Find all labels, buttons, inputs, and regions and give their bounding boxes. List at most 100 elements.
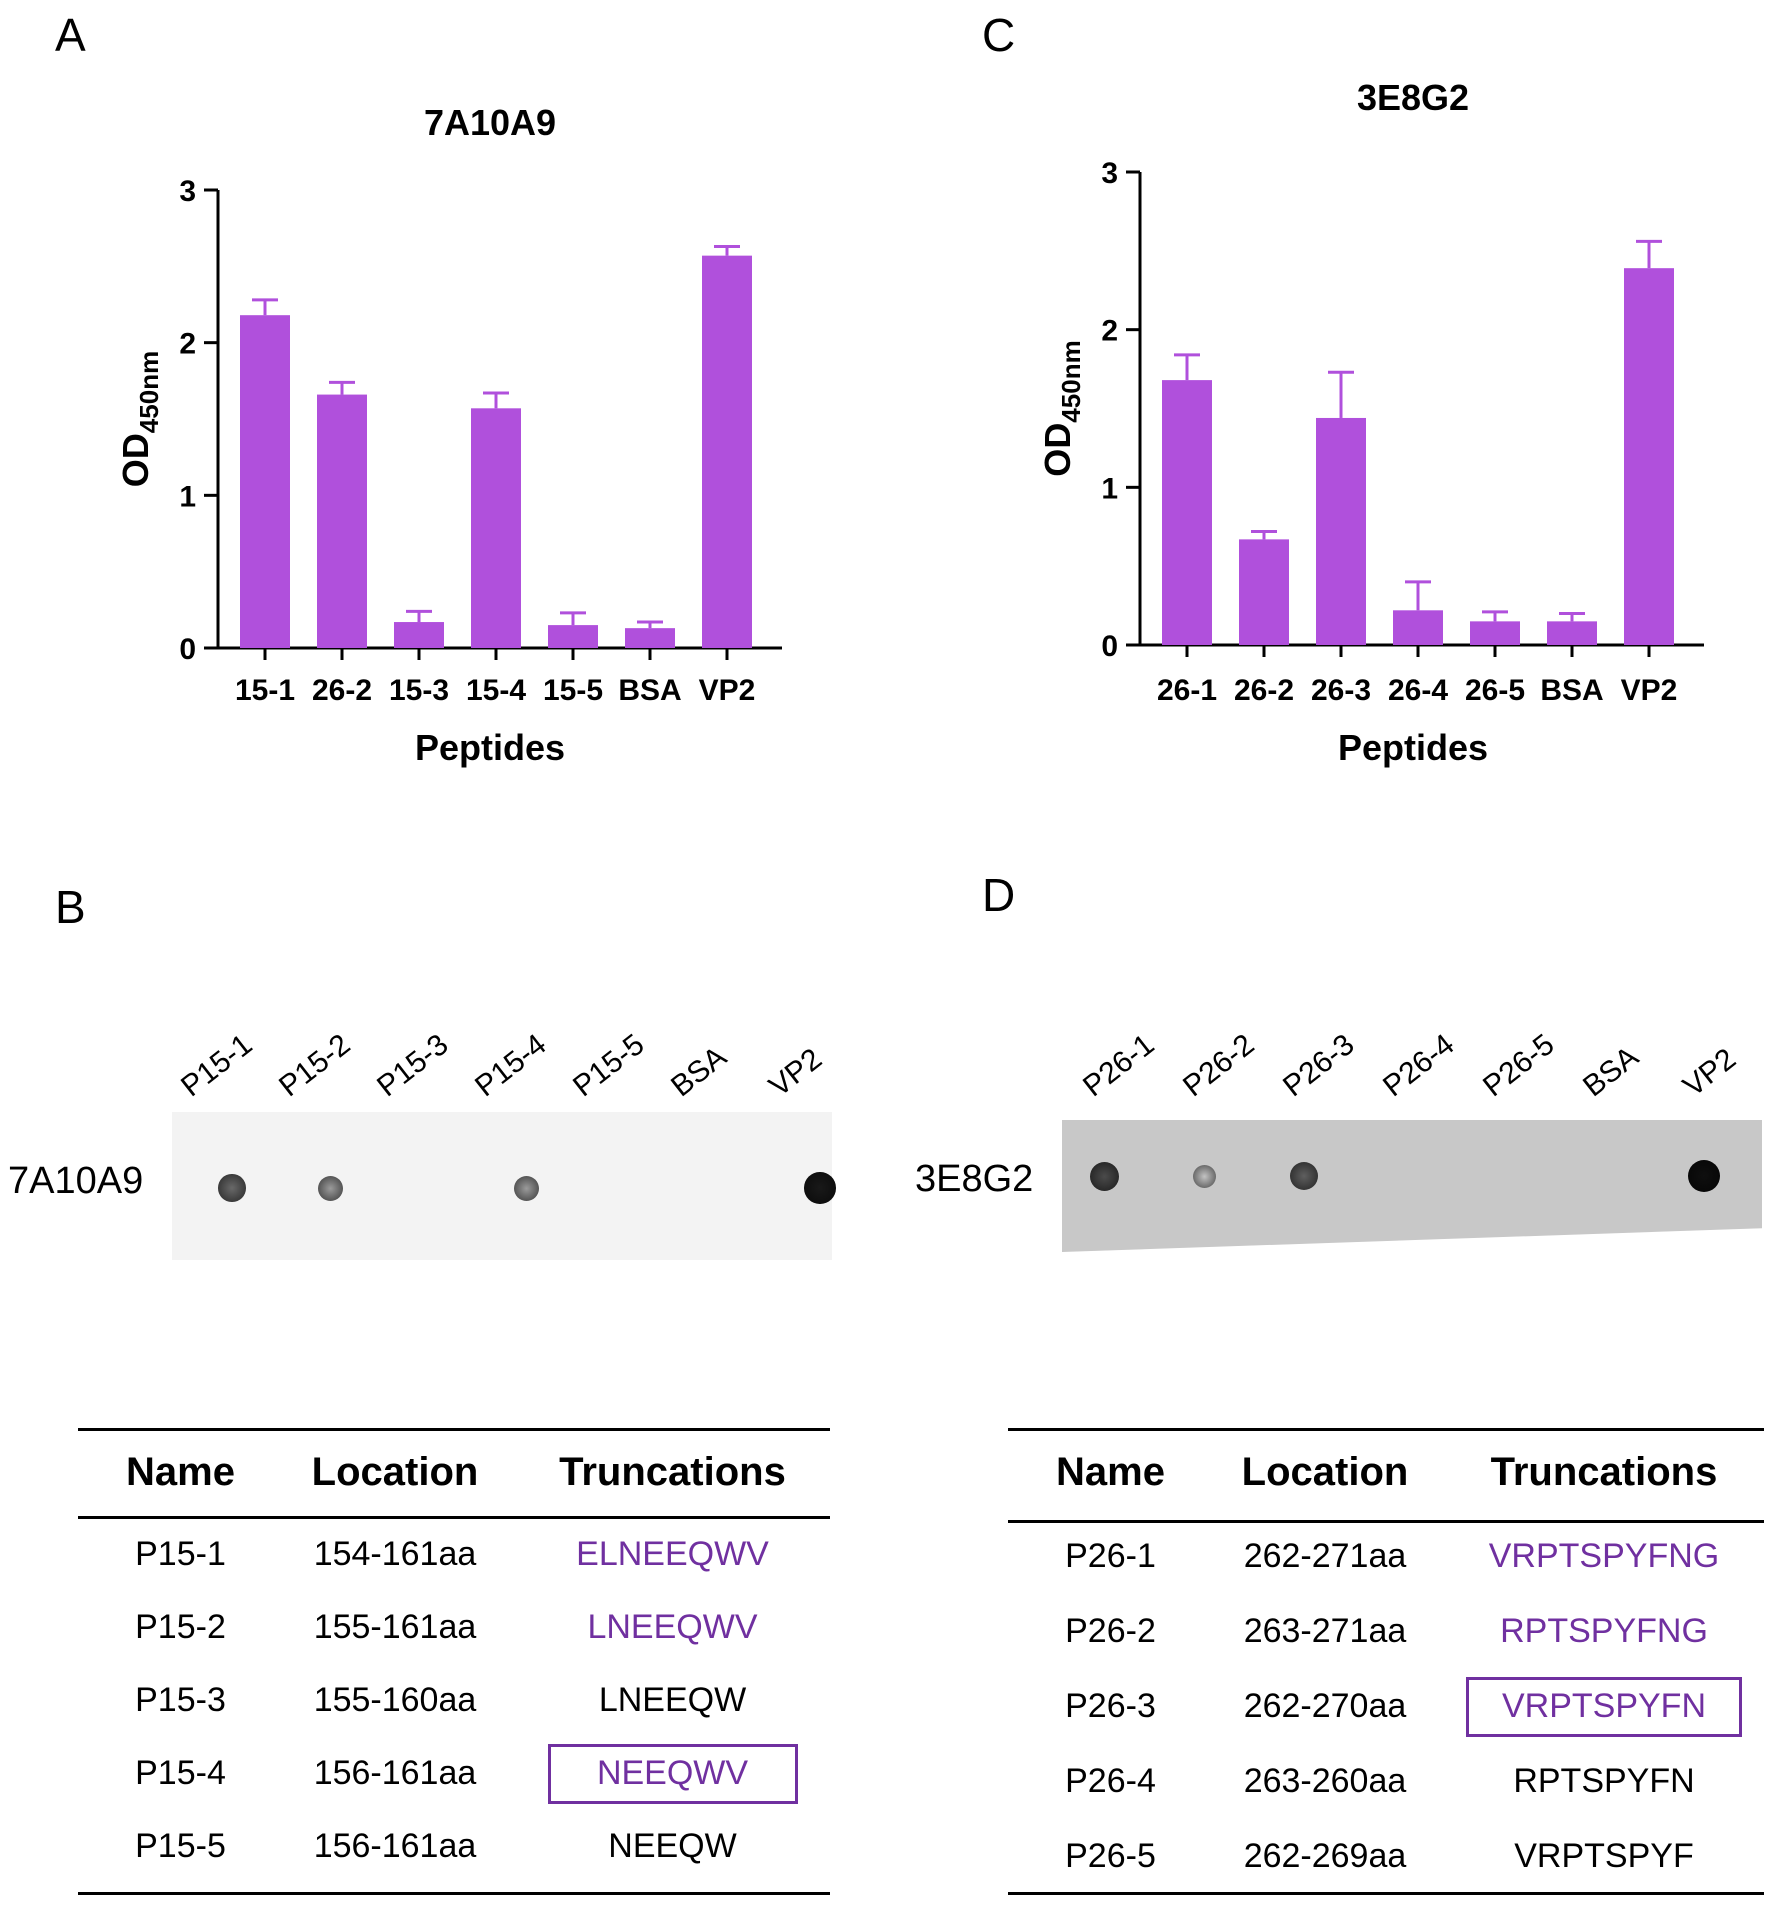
chart-a-y-tick-label: 2 <box>179 328 196 361</box>
table-d-header-rule <box>1008 1520 1764 1523</box>
blot-b-lane-label: BSA <box>665 1040 733 1104</box>
table-d-truncation-cell: VRPTSPYFNG <box>1488 1537 1720 1575</box>
chart-a-category-label: 15-5 <box>543 674 603 707</box>
blot-d-lane-label: VP2 <box>1677 1042 1743 1104</box>
table-b-bottom-rule <box>78 1892 830 1895</box>
chart-c-bar <box>1624 268 1674 645</box>
panel-letter-b: B <box>55 881 86 933</box>
table-d-truncation-cell: VRPTSPYF <box>1514 1837 1694 1875</box>
table-d-highlight-box <box>1466 1677 1742 1737</box>
chart-a-y-tick-label: 3 <box>179 175 196 208</box>
chart-c-bar <box>1393 610 1443 645</box>
chart-a-bar <box>702 255 752 648</box>
panel-letter-a: A <box>55 9 86 61</box>
blot-b-membrane <box>172 1112 836 1260</box>
blot-d-spot <box>1688 1160 1720 1192</box>
table-d-truncation-cell: RPTSPYFNG <box>1500 1612 1708 1650</box>
chart-c-category-label: 26-4 <box>1388 674 1448 707</box>
table-b-top-rule <box>78 1428 830 1431</box>
table-b-header-rule <box>78 1516 830 1519</box>
table-d-name-cell: P26-2 <box>1065 1612 1156 1650</box>
chart-c-bar <box>1239 539 1289 645</box>
chart-c-bar <box>1470 621 1520 645</box>
table-d-header-name: Name <box>1056 1450 1165 1494</box>
chart-a-title: 7A10A9 <box>424 102 556 143</box>
table-d-name-cell: P26-4 <box>1065 1762 1156 1800</box>
table-b-name-cell: P15-3 <box>135 1681 226 1719</box>
table-d-location-cell: 262-270aa <box>1243 1687 1407 1725</box>
y-label-main: OD <box>115 433 156 487</box>
chart-c-category-label: 26-5 <box>1465 674 1525 707</box>
chart-c-x-label: Peptides <box>1338 727 1488 768</box>
chart-c-category-label: 26-2 <box>1234 674 1294 707</box>
panel-letter-d: D <box>982 869 1016 921</box>
chart-a-bar <box>548 625 598 648</box>
chart-c-bar <box>1316 417 1366 645</box>
table-d-location-cell: 263-271aa <box>1243 1612 1407 1650</box>
chart-c-y-tick-label: 1 <box>1101 472 1118 505</box>
chart-a-category-label: 15-1 <box>235 674 295 707</box>
table-b-location-cell: 155-160aa <box>313 1681 477 1719</box>
blot-d-spot <box>1290 1162 1318 1190</box>
table-d-location-cell: 262-269aa <box>1243 1837 1407 1875</box>
table-d-name-cell: P26-1 <box>1065 1537 1156 1575</box>
blot-b-lane-label: P15-2 <box>273 1027 357 1104</box>
table-b-truncation-cell: NEEQW <box>608 1827 737 1865</box>
chart-a-y-tick-label: 1 <box>179 480 196 513</box>
panel-letter-c: C <box>982 9 1016 61</box>
blot-d-lane-label: P26-5 <box>1477 1027 1561 1104</box>
y-label-subscript: 450nm <box>134 351 164 433</box>
table-b-name-cell: P15-5 <box>135 1827 226 1865</box>
table-b-location-cell: 156-161aa <box>313 1754 477 1792</box>
chart-c-category-label: 26-1 <box>1157 674 1217 707</box>
chart-a-category-label: 15-4 <box>466 674 526 707</box>
blot-d-spot <box>1192 1164 1216 1188</box>
blot-d-lane-label: P26-3 <box>1277 1027 1361 1104</box>
blot-d-membrane <box>1062 1120 1762 1252</box>
table-b-header-truncations: Truncations <box>559 1450 786 1494</box>
table-b-truncation-cell: LNEEQWV <box>587 1608 758 1646</box>
table-b-truncation-cell: ELNEEQWV <box>576 1535 769 1573</box>
table-d-truncation-cell: RPTSPYFN <box>1513 1762 1695 1800</box>
blot-d-lane-label: P26-4 <box>1377 1027 1461 1104</box>
chart-a-bar <box>240 315 290 648</box>
table-d-bottom-rule <box>1008 1892 1764 1895</box>
blot-d-lane-label: BSA <box>1577 1040 1645 1104</box>
table-d-name-cell: P26-5 <box>1065 1837 1156 1875</box>
table-d-location-cell: 262-271aa <box>1243 1537 1407 1575</box>
table-b-location-cell: 154-161aa <box>313 1535 477 1573</box>
chart-c-category-label: 26-3 <box>1311 674 1371 707</box>
y-label-main: OD <box>1037 423 1078 477</box>
chart-c-bar <box>1547 621 1597 645</box>
chart-c-y-tick-label: 3 <box>1101 157 1118 190</box>
chart-a-x-label: Peptides <box>415 727 565 768</box>
chart-c-category-label: VP2 <box>1621 674 1678 707</box>
blot-b-spot <box>804 1172 836 1204</box>
table-b-name-cell: P15-2 <box>135 1608 226 1646</box>
blot-b-spot <box>218 1174 246 1202</box>
chart-c-title: 3E8G2 <box>1357 77 1469 118</box>
chart-c-y-tick-label: 0 <box>1101 630 1118 663</box>
table-b-truncation-cell: NEEQWV <box>596 1754 749 1792</box>
chart-c-bar <box>1162 380 1212 645</box>
blot-b-spot <box>513 1175 539 1201</box>
blot-b-lane-label: P15-1 <box>175 1027 259 1104</box>
table-b-header-location: Location <box>311 1450 479 1494</box>
table-b-truncation-cell: LNEEQW <box>598 1681 747 1719</box>
chart-a-y-label: OD450nm <box>115 351 164 487</box>
blot-d-lane-label: P26-2 <box>1177 1027 1261 1104</box>
blot-b-spot <box>317 1175 343 1201</box>
table-d-header-truncations: Truncations <box>1490 1450 1718 1494</box>
chart-a-category-label: 15-3 <box>389 674 449 707</box>
blot-d-antibody-label: 3E8G2 <box>915 1158 1034 1200</box>
table-d-name-cell: P26-3 <box>1065 1687 1156 1725</box>
blot-b-lane-label: P15-4 <box>469 1027 553 1104</box>
chart-a-bar <box>394 622 444 648</box>
chart-c-y-tick-label: 2 <box>1101 315 1118 348</box>
table-b-name-cell: P15-1 <box>135 1535 226 1573</box>
chart-a-bar <box>471 408 521 648</box>
blot-b-antibody-label: 7A10A9 <box>8 1160 144 1202</box>
chart-a-category-label: VP2 <box>699 674 756 707</box>
table-b-location-cell: 156-161aa <box>313 1827 477 1865</box>
